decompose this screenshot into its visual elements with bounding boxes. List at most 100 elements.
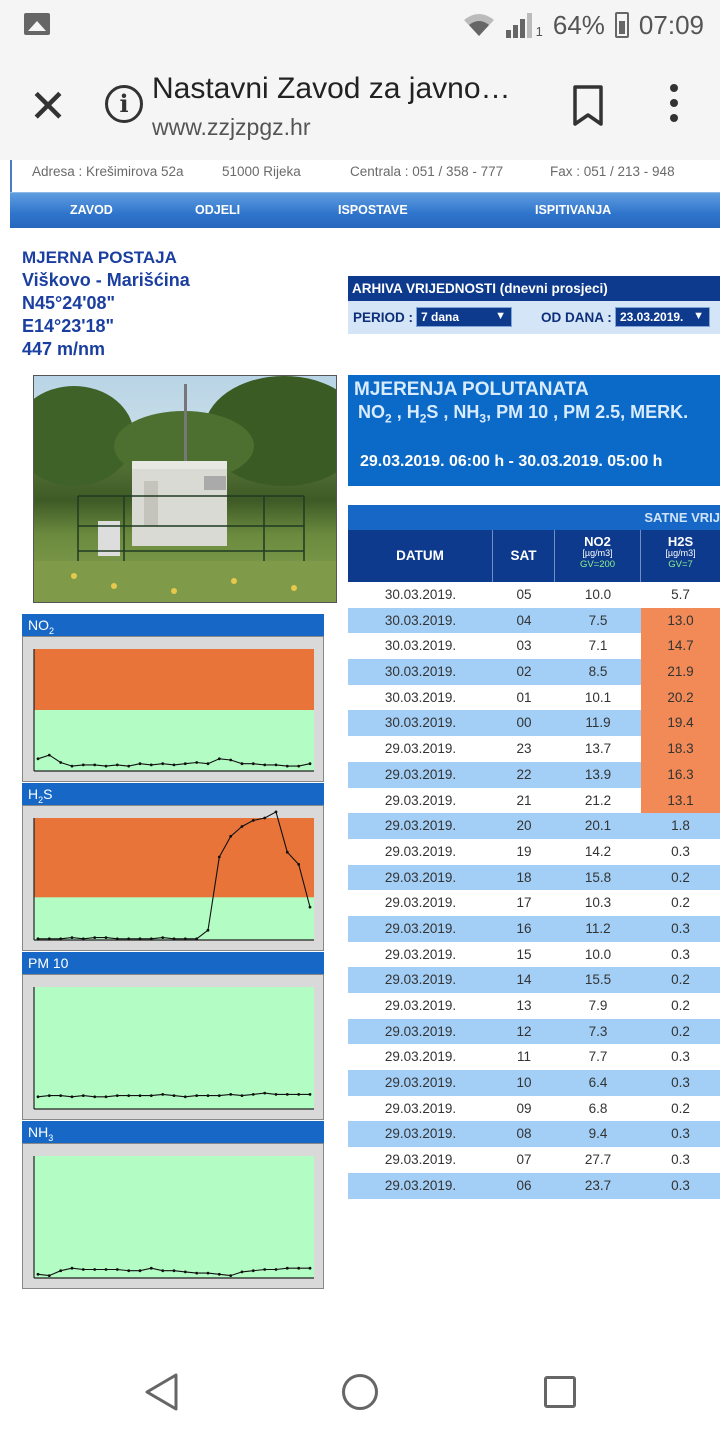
chart-point [36,937,40,941]
cell-no2: 6.8 [588,1100,608,1116]
archive-header: ARHIVA VRIJEDNOSTI (dnevni prosjeci) [348,276,720,301]
cell-date: 29.03.2019. [384,741,457,757]
chart-point [183,1270,187,1274]
cell-h2s: 13.1 [641,787,720,814]
nav-zavod[interactable]: ZAVOD [70,203,113,217]
cell-date: 30.03.2019. [384,715,457,731]
chart-point [240,1094,244,1097]
nav-ispostave[interactable]: ISPOSTAVE [338,203,408,217]
address-text: Adresa : Krešimirova 52a [32,164,184,179]
chart-point [59,761,63,764]
no2-label: NO [28,617,49,633]
table-row: 29.03.2019. 08 9.4 0.3 [348,1121,720,1148]
chart-nh3-svg [33,1156,314,1279]
cell-hour: 09 [516,1100,532,1116]
chart-point [183,1095,187,1099]
chart-point [70,936,74,939]
banner-sub: 2 [385,411,392,426]
banner-range: 29.03.2019. 06:00 h - 30.03.2019. 05:00 … [360,453,663,470]
address-bar: Adresa : Krešimirova 52a 51000 Rijeka Ce… [10,160,720,192]
chart-point [274,1093,278,1096]
header-h2s-gv: GV=7 [668,559,693,570]
chart-point [297,764,301,768]
table-row: 30.03.2019. 02 8.5 21.9 [348,659,720,685]
site-nav: ZAVOD ODJELI ISPOSTAVE ISPITIVANJA [10,192,720,228]
chart-point [149,1266,153,1270]
header-no2-unit: [µg/m3] [582,548,613,558]
banner-pollutants: NO2 , H2S , NH3, PM 10 , PM 2.5, MERK. [358,402,688,426]
close-icon[interactable]: ✕ [28,80,68,132]
table-header: DATUM SAT NO2 [µg/m3] GV=200 H2S [µg/m3]… [348,530,720,582]
period-select[interactable]: 7 dana ▼ [416,307,512,327]
chart-title-no2: NO2 [22,614,324,636]
nav-ispitivanja[interactable]: ISPITIVANJA [535,203,612,217]
more-menu-icon[interactable] [660,84,688,130]
cell-date: 29.03.2019. [384,946,457,962]
chart-point [274,810,278,814]
from-date-value: 23.03.2019. [620,310,684,324]
page-url[interactable]: www.zzjzpgz.hr [152,114,311,140]
cell-no2: 11.2 [585,920,611,936]
recent-apps-icon[interactable] [544,1376,576,1408]
table-row: 29.03.2019. 21 21.2 13.1 [348,787,720,814]
pm10-label: PM 10 [28,955,69,971]
chart-point [70,1266,74,1270]
from-date-select[interactable]: 23.03.2019. ▼ [615,307,710,327]
chart-point [206,1271,210,1275]
chart-point [217,855,221,859]
browser-toolbar: ✕ i Nastavni Zavod za javno… www.zzjzpgz… [0,50,720,160]
cell-no2: 9.4 [588,1126,608,1142]
info-icon[interactable]: i [105,85,143,123]
chart-point [161,936,165,939]
banner-part: S , NH [426,402,480,422]
header-no2: NO2 [µg/m3] GV=200 [555,530,641,582]
station-name: Viškovo - Marišćina [22,270,190,290]
table-top-label: SATNE VRIJ [348,505,720,530]
page-title: Nastavni Zavod za javno… [152,72,511,105]
chart-point [240,1270,244,1274]
table-row: 29.03.2019. 23 13.7 18.3 [348,736,720,762]
no2-sub: 2 [49,625,55,636]
table-row: 29.03.2019. 12 7.3 0.2 [348,1018,720,1045]
cell-h2s: 0.3 [671,1126,690,1142]
chart-no2-svg [33,649,314,772]
cell-date: 30.03.2019. [384,638,457,654]
cell-date: 29.03.2019. [384,998,457,1013]
pollutants-banner: MJERENJA POLUTANATA NO2 , H2S , NH3, PM … [348,375,720,486]
bookmark-icon[interactable] [570,84,606,128]
chart-point [308,762,312,766]
cell-hour: 04 [516,612,532,628]
chart-point [59,937,63,941]
cell-no2: 7.9 [588,998,608,1013]
cell-no2: 7.5 [588,612,608,628]
cell-h2s: 0.3 [671,1049,690,1065]
chart-point [115,763,119,767]
cell-hour: 21 [516,792,532,808]
cell-no2: 15.5 [584,972,612,988]
back-icon[interactable] [142,1372,182,1412]
cell-date: 29.03.2019. [384,920,457,936]
wifi-icon [462,12,496,38]
table-row: 29.03.2019. 20 20.1 1.8 [348,813,720,839]
chart-point [251,1093,255,1096]
archive-panel: ARHIVA VRIJEDNOSTI (dnevni prosjeci) PER… [348,276,720,334]
nav-odjeli[interactable]: ODJELI [195,203,241,217]
cell-hour: 02 [516,664,532,680]
chart-point [206,928,210,932]
chart-point [195,1271,199,1275]
home-icon[interactable] [342,1374,378,1410]
station-info: MJERNA POSTAJA Viškovo - Marišćina N45°2… [22,246,190,361]
chart-point [285,1266,289,1270]
chart-point [229,1274,233,1277]
chart-point [104,1095,108,1099]
cell-no2: 10.0 [584,587,612,602]
table-body: 30.03.2019. 05 10.0 5.7 30.03.2019. 04 7.5 13.0… [348,582,720,1199]
signal-icon [505,12,536,38]
chart-point [81,1094,85,1097]
chart-point [172,1094,176,1097]
chart-point [297,1266,301,1270]
table-row: 29.03.2019. 17 10.3 0.2 [348,890,720,916]
cell-h2s: 19.4 [641,710,720,737]
chart-point [285,764,289,768]
header-datum: DATUM [348,530,493,582]
